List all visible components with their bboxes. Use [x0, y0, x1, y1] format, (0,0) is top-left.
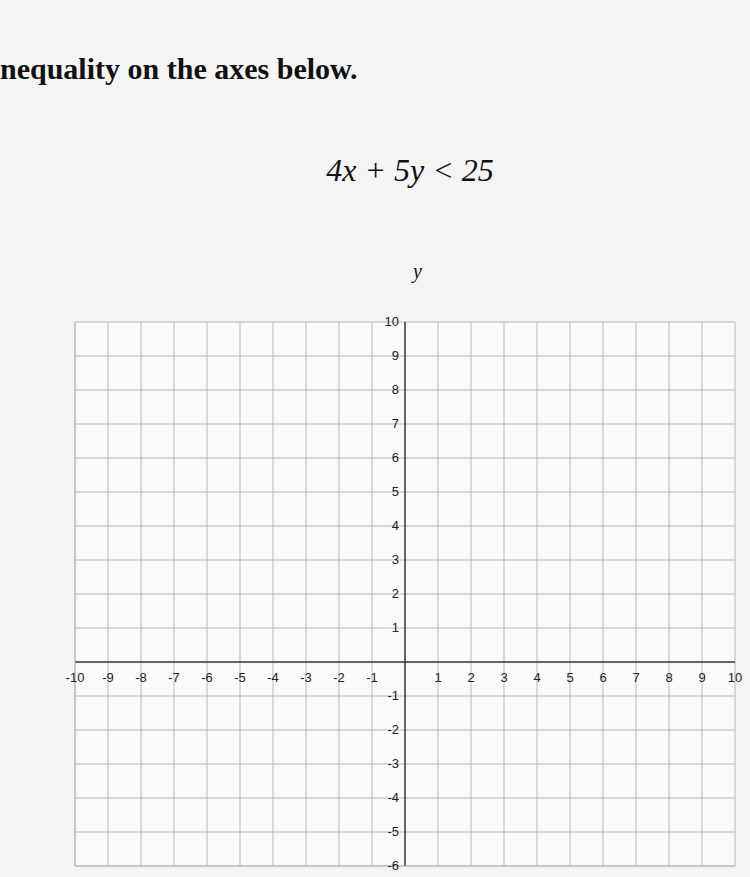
svg-text:-1: -1 [387, 688, 399, 703]
svg-text:8: 8 [392, 382, 399, 397]
svg-text:-2: -2 [333, 670, 345, 685]
svg-text:5: 5 [566, 670, 573, 685]
svg-text:-4: -4 [387, 790, 399, 805]
svg-text:-3: -3 [300, 670, 312, 685]
svg-text:3: 3 [392, 552, 399, 567]
svg-text:-6: -6 [201, 670, 213, 685]
svg-text:8: 8 [665, 670, 672, 685]
svg-text:7: 7 [392, 416, 399, 431]
svg-text:3: 3 [500, 670, 507, 685]
svg-text:1: 1 [392, 620, 399, 635]
svg-text:6: 6 [599, 670, 606, 685]
html-text:nequality on the axes below.: nequality on the axes below. [0, 52, 358, 85]
svg-text:-1: -1 [366, 670, 378, 685]
svg-text:10: 10 [728, 670, 742, 685]
svg-text:4: 4 [392, 518, 399, 533]
svg-text:9: 9 [392, 348, 399, 363]
svg-text:-4: -4 [267, 670, 279, 685]
html-text:4x + 5y < 25: 4x + 5y < 25 [326, 152, 494, 188]
svg-text:-3: -3 [387, 756, 399, 771]
svg-text:-10: -10 [66, 670, 85, 685]
svg-text:-6: -6 [387, 858, 399, 873]
svg-text:1: 1 [434, 670, 441, 685]
svg-text:-2: -2 [387, 722, 399, 737]
svg-text:6: 6 [392, 450, 399, 465]
svg-text:9: 9 [698, 670, 705, 685]
svg-text:-7: -7 [168, 670, 180, 685]
svg-text:-9: -9 [102, 670, 114, 685]
svg-text:2: 2 [467, 670, 474, 685]
svg-text:-8: -8 [135, 670, 147, 685]
svg-text:-5: -5 [234, 670, 246, 685]
svg-text:-5: -5 [387, 824, 399, 839]
svg-text:4: 4 [533, 670, 540, 685]
svg-text:10: 10 [385, 314, 399, 329]
html-text:y: y [413, 260, 422, 282]
svg-text:5: 5 [392, 484, 399, 499]
svg-text:7: 7 [632, 670, 639, 685]
svg-text:2: 2 [392, 586, 399, 601]
